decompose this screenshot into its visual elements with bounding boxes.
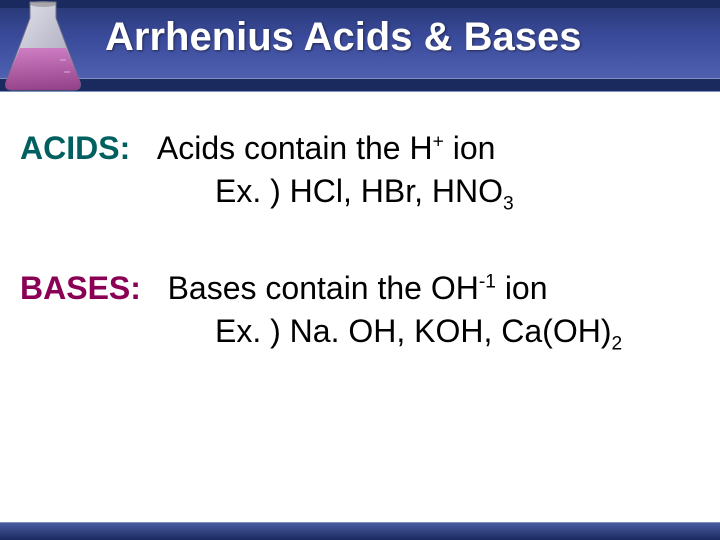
header-band-top <box>0 0 720 8</box>
acids-example-sub: 3 <box>503 193 514 214</box>
acids-section: ACIDS: Acids contain the H+ ion Ex. ) HC… <box>20 130 700 215</box>
acids-text: Acids contain the H <box>157 130 433 166</box>
bases-example-sub: 2 <box>611 334 622 355</box>
acids-example: Ex. ) HCl, HBr, HNO3 <box>215 173 700 215</box>
acids-label: ACIDS: <box>20 130 130 166</box>
flask-icon <box>0 0 92 92</box>
bases-label: BASES: <box>20 270 141 306</box>
acids-text-post: ion <box>444 130 496 166</box>
acids-sup: + <box>433 131 444 152</box>
acids-line1: ACIDS: Acids contain the H+ ion <box>20 130 700 167</box>
header-band: Arrhenius Acids & Bases <box>0 0 720 95</box>
bases-sup: -1 <box>479 272 496 293</box>
footer-band <box>0 522 720 540</box>
bases-text-post: ion <box>496 270 548 306</box>
bases-text-pre <box>150 270 168 306</box>
bases-section: BASES: Bases contain the OH-1 ion Ex. ) … <box>20 270 700 355</box>
acids-example-pre: Ex. ) HCl, HBr, HNO <box>215 173 503 209</box>
slide-title: Arrhenius Acids & Bases <box>105 15 581 60</box>
bases-example: Ex. ) Na. OH, KOH, Ca(OH)2 <box>215 313 700 355</box>
acids-text-pre <box>139 130 157 166</box>
bases-example-pre: Ex. ) Na. OH, KOH, Ca(OH) <box>215 313 611 349</box>
bases-text: Bases contain the OH <box>168 270 479 306</box>
content-area: ACIDS: Acids contain the H+ ion Ex. ) HC… <box>20 130 700 411</box>
bases-line1: BASES: Bases contain the OH-1 ion <box>20 270 700 307</box>
header-band-bottom <box>0 78 720 92</box>
